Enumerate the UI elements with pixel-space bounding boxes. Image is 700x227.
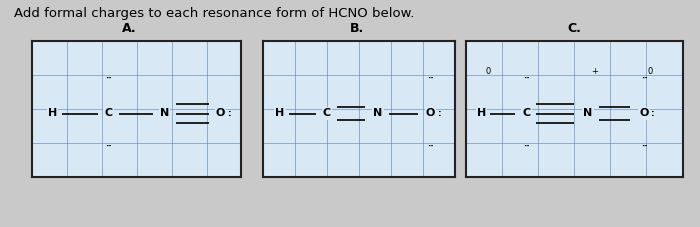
Text: H: H [477, 109, 486, 118]
Text: N: N [160, 109, 169, 118]
Text: H: H [48, 109, 57, 118]
Bar [32, 41, 242, 177]
Text: :: : [228, 109, 232, 118]
Bar [466, 41, 682, 177]
Text: ··: ·· [523, 75, 530, 84]
Text: O: O [216, 109, 225, 118]
Text: C: C [323, 109, 331, 118]
Text: C: C [104, 109, 113, 118]
Text: 0: 0 [485, 67, 491, 76]
Text: :: : [438, 109, 442, 118]
Bar [262, 41, 455, 177]
Text: N: N [583, 109, 593, 118]
Text: ··: ·· [523, 143, 530, 152]
Text: ··: ·· [427, 75, 434, 84]
Text: C: C [522, 109, 531, 118]
Text: ··: ·· [427, 143, 434, 152]
Text: O: O [639, 109, 649, 118]
Text: ··: ·· [640, 143, 648, 152]
Text: ··: ·· [105, 143, 112, 152]
Text: C.: C. [567, 22, 581, 35]
Text: N: N [373, 109, 383, 118]
Text: A.: A. [122, 22, 136, 35]
Text: O: O [426, 109, 435, 118]
Text: ··: ·· [105, 75, 112, 84]
Text: H: H [275, 109, 285, 118]
Text: :: : [651, 109, 655, 118]
Text: Add formal charges to each resonance form of HCNO below.: Add formal charges to each resonance for… [14, 7, 414, 20]
Text: 0: 0 [648, 67, 653, 76]
Text: B.: B. [350, 22, 364, 35]
Text: ··: ·· [640, 75, 648, 84]
Text: +: + [591, 67, 598, 76]
